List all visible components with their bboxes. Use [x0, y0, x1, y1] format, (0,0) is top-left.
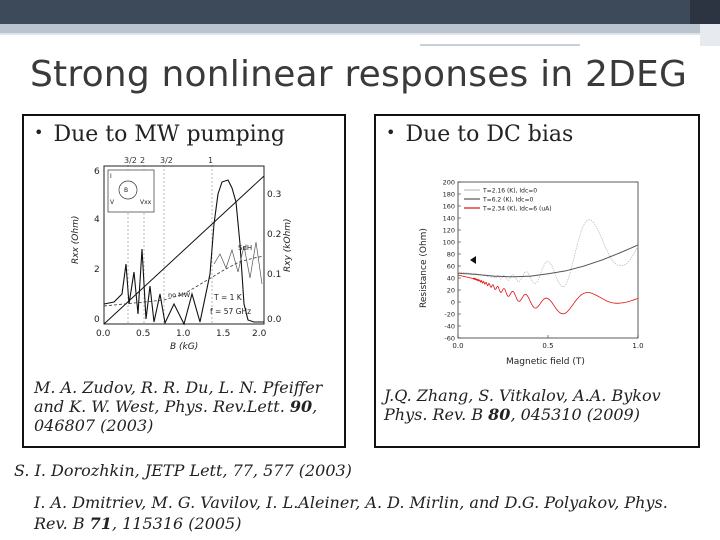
- header-bar-line: [0, 33, 720, 35]
- left-citation: M. A. Zudov, R. R. Du, L. N. Pfeiffer an…: [34, 378, 339, 435]
- right-panel: • Due to DC bias 200 180 160 140 120 100 80 60 40…: [374, 114, 700, 448]
- right-citation-volume: 80: [488, 405, 511, 424]
- chart-y-tick-label: -40: [444, 323, 455, 331]
- fig-sdh-curve: [213, 241, 263, 285]
- right-citation-authors: J.Q. Zhang, S. Vitkalov, A.A. Bykov Phys…: [384, 386, 661, 424]
- chart-y-tick-label: 20: [447, 287, 455, 295]
- reference-1: S. I. Dorozhkin, JETP Lett, 77, 577 (200…: [14, 461, 352, 480]
- title-accent-line: [420, 44, 580, 46]
- chart-series-line: [458, 244, 639, 278]
- chart-x-tick-label: 0.5: [542, 342, 553, 350]
- chart-y-tick-label: 40: [447, 275, 455, 283]
- fig-annotation: T = 1 K: [213, 293, 243, 302]
- chart-legend-label: T=2.34 (K), Idc=6 (uA): [482, 206, 552, 213]
- fig-ytick-right: 0.3: [267, 190, 281, 200]
- left-bullet: • Due to MW pumping: [34, 122, 285, 147]
- right-citation: J.Q. Zhang, S. Vitkalov, A.A. Bykov Phys…: [384, 386, 694, 424]
- fig-xtick: 0.5: [136, 329, 150, 339]
- header-bar-dark: [0, 0, 720, 24]
- fig-xlabel: B (kG): [170, 342, 198, 352]
- mw-pumping-figure: 3/2 2 3/2 1 I B Vxx V SdH no MW T = 1 K …: [71, 156, 293, 352]
- fig-ylabel-left: Rxx (Ohm): [71, 216, 81, 264]
- fig-top-label: 3/2: [160, 156, 173, 165]
- arrow-icon: [470, 256, 476, 264]
- chart-x-tick-label: 1.0: [632, 342, 643, 350]
- fig-inset-circle: [118, 180, 138, 200]
- slide-title: Strong nonlinear responses in 2DEG: [30, 54, 688, 95]
- chart-legend-label: T=6.2 (K), Idc=0: [482, 197, 533, 204]
- fig-annotation: no MW: [168, 291, 191, 299]
- chart-x-tick-label: 0.0: [452, 342, 463, 350]
- bullet-dot-icon: •: [34, 123, 44, 142]
- fig-annotation: f = 57 GHz: [210, 307, 251, 316]
- chart-y-tick-label: -60: [444, 335, 455, 343]
- chart-y-tick-label: 60: [447, 263, 455, 271]
- right-bullet: • Due to DC bias: [386, 122, 573, 147]
- fig-annotation: SdH: [238, 244, 252, 252]
- chart-legend: T=2.16 (K), Idc=0 T=6.2 (K), Idc=0 T=2.34 …: [464, 188, 552, 213]
- chart-y-tick-label: 120: [443, 227, 455, 235]
- bullet-dot-icon: •: [386, 123, 396, 142]
- chart-y-tick-label: 160: [443, 203, 455, 211]
- fig-inset-label: B: [124, 187, 128, 194]
- fig-inset-label: I: [110, 173, 112, 180]
- left-bullet-text: Due to MW pumping: [53, 122, 285, 147]
- reference-2: I. A. Dmitriev, M. G. Vavilov, I. L.Alei…: [34, 492, 704, 534]
- chart-ylabel: Resistance (Ohm): [419, 228, 429, 308]
- reference-2-pages: , 115316 (2005): [111, 514, 242, 533]
- left-citation-volume: 90: [289, 397, 313, 416]
- fig-xtick: 0.0: [96, 329, 111, 339]
- fig-ytick-left: 4: [94, 215, 100, 225]
- chart-y-tick-label: 140: [443, 215, 455, 223]
- fig-xtick: 1.5: [216, 329, 230, 339]
- chart-y-tick-label: 200: [443, 179, 455, 187]
- left-citation-pages: , 046807 (2003): [34, 397, 318, 435]
- fig-ylabel-right: Rxy (kOhm): [283, 218, 293, 272]
- fig-xtick: 2.0: [252, 329, 267, 339]
- fig-ytick-right: 0.1: [267, 270, 281, 280]
- chart-xlabel: Magnetic field (T): [506, 357, 585, 366]
- fig-ytick-right: 0.0: [267, 315, 282, 325]
- fig-ytick-right: 0.2: [267, 230, 281, 240]
- fig-inset-label: V: [110, 199, 115, 206]
- chart-y-tick-label: 0: [451, 299, 455, 307]
- header-bar-light: [0, 24, 720, 33]
- fig-inset-label: Vxx: [140, 199, 152, 206]
- fig-ytick-left: 0: [94, 315, 100, 325]
- right-citation-pages: , 045310 (2009): [510, 405, 640, 424]
- fig-ytick-left: 2: [94, 265, 100, 275]
- chart-y-tick-label: -20: [444, 311, 455, 319]
- chart-y-tick-label: 100: [443, 239, 455, 247]
- fig-hall-line: [103, 175, 265, 325]
- chart-legend-label: T=2.16 (K), Idc=0: [482, 188, 537, 195]
- reference-2-volume: 71: [89, 514, 112, 533]
- chart-series-line: [458, 219, 639, 288]
- chart-series: [457, 219, 639, 315]
- chart-frame: [457, 181, 639, 339]
- chart-series-line: [457, 274, 639, 315]
- fig-top-label: 2: [140, 156, 145, 165]
- fig-rxx-mw-curve: [103, 179, 264, 326]
- reference-2-authors: I. A. Dmitriev, M. G. Vavilov, I. L.Alei…: [34, 493, 668, 533]
- fig-xtick: 1.0: [176, 329, 191, 339]
- fig-inset: [107, 169, 155, 213]
- chart-y-tick-label: 80: [447, 251, 455, 259]
- header-bar-corner: [690, 0, 720, 24]
- left-citation-authors: M. A. Zudov, R. R. Du, L. N. Pfeiffer an…: [34, 378, 323, 416]
- header-right-strip: [700, 24, 720, 46]
- fig-top-label: 3/2: [124, 156, 137, 165]
- chart-y-tick-label: 180: [443, 191, 455, 199]
- fig-ytick-left: 6: [94, 167, 100, 177]
- fig-top-label: 1: [208, 156, 213, 165]
- left-panel: • Due to MW pumping 3/2 2 3/2 1 I B Vxx V…: [22, 114, 346, 448]
- right-bullet-text: Due to DC bias: [405, 122, 574, 147]
- chart-x-ticks: 0.0 0.5 1.0: [452, 335, 644, 350]
